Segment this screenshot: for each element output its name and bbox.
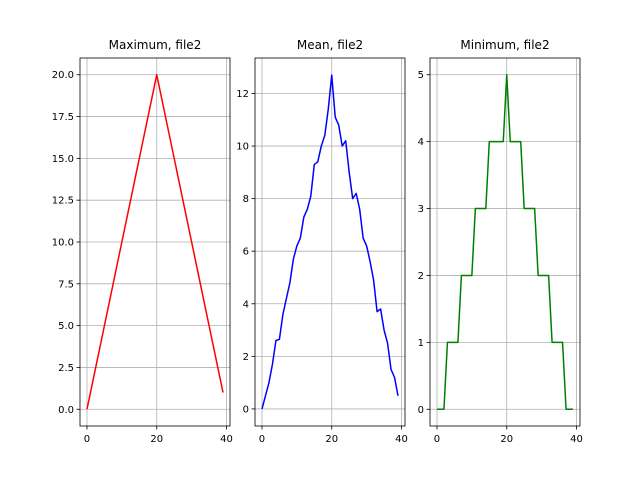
maximum-ytick-label: 12.5 xyxy=(52,196,74,207)
minimum-ytick-label: 2 xyxy=(418,271,424,282)
mean-title: Mean, file2 xyxy=(297,38,363,52)
maximum-xtick-label: 0 xyxy=(84,434,90,445)
mean-xtick-label: 40 xyxy=(395,434,408,445)
mean-ytick-label: 10 xyxy=(236,142,249,153)
maximum-series-line xyxy=(86,73,224,410)
mean-axes-frame xyxy=(254,57,406,427)
mean-xtick-label: 0 xyxy=(259,434,265,445)
subplot-maximum: 0 20 40 0.0 2.5 5.0 7.5 10.0 12.5 15.0 17.5 20.0 Max… xyxy=(52,38,233,445)
minimum-xtick-label: 20 xyxy=(500,434,513,445)
minimum-ytick-label: 1 xyxy=(418,338,424,349)
minimum-axes-frame xyxy=(429,57,581,427)
maximum-xtick-label: 40 xyxy=(220,434,233,445)
maximum-ytick-label: 0.0 xyxy=(58,405,74,416)
mean-series-line xyxy=(261,74,399,410)
mean-ytick-label: 6 xyxy=(243,247,249,258)
maximum-ytick-label: 5.0 xyxy=(58,321,74,332)
minimum-xtick-label: 40 xyxy=(570,434,583,445)
minimum-ytick-label: 5 xyxy=(418,70,424,81)
minimum-ytick-label: 4 xyxy=(418,137,424,148)
subplot-mean: 0 20 40 0 2 4 6 8 10 12 Mean, file2 xyxy=(236,38,408,445)
maximum-ytick-label: 10.0 xyxy=(52,238,74,249)
maximum-ytick-label: 15.0 xyxy=(52,154,74,165)
maximum-title: Maximum, file2 xyxy=(109,38,202,52)
mean-ytick-label: 12 xyxy=(236,89,249,100)
mean-ytick-label: 0 xyxy=(243,404,249,415)
maximum-ytick-label: 7.5 xyxy=(58,279,74,290)
subplot-minimum: 0 20 40 0 1 2 3 4 5 Minimum, file2 xyxy=(418,38,583,445)
mean-ytick-label: 8 xyxy=(243,194,249,205)
maximum-ytick-label: 20.0 xyxy=(52,70,74,81)
minimum-ytick-label: 3 xyxy=(418,204,424,215)
mean-ytick-label: 2 xyxy=(243,352,249,363)
maximum-ytick-label: 2.5 xyxy=(58,363,74,374)
minimum-series-line xyxy=(436,73,574,411)
minimum-title: Minimum, file2 xyxy=(460,38,549,52)
mean-ytick-label: 4 xyxy=(243,299,249,310)
mean-xtick-label: 20 xyxy=(325,434,338,445)
maximum-ytick-label: 17.5 xyxy=(52,112,74,123)
maximum-xtick-label: 20 xyxy=(150,434,163,445)
minimum-xtick-label: 0 xyxy=(434,434,440,445)
minimum-ytick-label: 0 xyxy=(418,405,424,416)
